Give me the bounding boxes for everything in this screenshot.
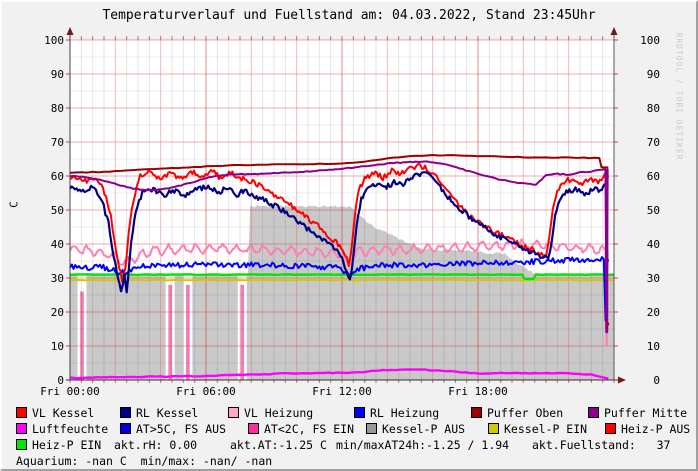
legend-stat: akt.AT:-1.25 C xyxy=(230,438,327,452)
legend-swatch xyxy=(366,423,377,434)
x-tick-label: Fri 18:00 xyxy=(448,385,508,398)
legend-swatch xyxy=(605,423,616,434)
legend-stat: min/maxAT24h:-1.25 / 1.94 xyxy=(336,438,509,452)
legend-label: Heiz-P AUS xyxy=(621,422,691,436)
legend-item: Heiz-P EIN xyxy=(16,438,101,452)
legend-swatch xyxy=(16,423,27,434)
legend-label: VL Kessel xyxy=(32,406,95,420)
legend-label: Kessel-P AUS xyxy=(382,422,466,436)
legend-label: AT>5C, FS AUS xyxy=(136,422,227,436)
y-tick-label: 100 xyxy=(640,34,660,47)
y-tick-label: 20 xyxy=(646,306,660,319)
y-tick-label: 0 xyxy=(57,374,64,387)
legend-row: Aquarium: -nan C min/max: -nan/ -nan xyxy=(2,454,696,469)
legend-label: Heiz-P EIN xyxy=(32,438,102,452)
y-tick-label: 30 xyxy=(646,272,660,285)
legend-swatch xyxy=(120,423,131,434)
legend-swatch xyxy=(471,407,482,418)
y-tick-label: 70 xyxy=(50,136,64,149)
legend-row: Heiz-P EIN akt.rH: 0.00 akt.AT:-1.25 C min/… xyxy=(2,438,696,453)
y-axis-unit-label: C xyxy=(7,201,21,208)
y-tick-label: 0 xyxy=(653,374,660,387)
legend-row: VL Kessel RL Kessel VL Heizung RL Heizung Pu… xyxy=(2,406,696,421)
legend-label: Puffer Mitte xyxy=(604,406,688,420)
legend-label: RL Heizung xyxy=(370,406,440,420)
y-tick-label: 20 xyxy=(50,306,64,319)
legend-label: akt.rH: 0.00 xyxy=(114,438,198,452)
y-tick-label: 70 xyxy=(646,136,660,149)
legend-label: Kessel-P EIN xyxy=(504,422,588,436)
legend-swatch xyxy=(16,407,27,418)
y-tick-label: 90 xyxy=(646,68,660,81)
y-tick-label: 60 xyxy=(646,170,660,183)
legend-label: akt.Fuellstand: 37 xyxy=(532,438,671,452)
y-tick-label: 30 xyxy=(50,272,64,285)
legend-item: AT>5C, FS AUS xyxy=(120,422,226,436)
legend-swatch xyxy=(120,407,131,418)
legend-label: Aquarium: -nan C min/max: -nan/ -nan xyxy=(16,454,273,468)
legend-item: Heiz-P AUS xyxy=(605,422,690,436)
legend-label: Puffer Oben xyxy=(487,406,564,420)
legend-item: Kessel-P EIN xyxy=(488,422,587,436)
legend-label: RL Kessel xyxy=(136,406,199,420)
y-tick-label: 100 xyxy=(44,34,64,47)
y-tick-label: 40 xyxy=(646,238,660,251)
legend-swatch xyxy=(228,407,239,418)
legend-swatch xyxy=(248,423,259,434)
legend-label: min/maxAT24h:-1.25 / 1.94 xyxy=(336,438,510,452)
legend-item: RL Kessel xyxy=(120,406,198,420)
legend-item: RL Heizung xyxy=(354,406,439,420)
y-tick-label: 80 xyxy=(646,102,660,115)
y-tick-label: 90 xyxy=(50,68,64,81)
legend-item: Kessel-P AUS xyxy=(366,422,465,436)
legend-swatch xyxy=(354,407,365,418)
chart-title: Temperaturverlauf und Fuellstand am: 04.… xyxy=(102,8,596,23)
legend-item: Luftfeuchte xyxy=(16,422,108,436)
rrdtool-watermark: RRDTOOL / TOBI OETIKER xyxy=(674,32,684,161)
x-tick-label: Fri 06:00 xyxy=(176,385,236,398)
y-tick-label: 80 xyxy=(50,102,64,115)
legend-item: AT<2C, FS EIN xyxy=(248,422,354,436)
legend-label: AT<2C, FS EIN xyxy=(264,422,355,436)
chart-canvas xyxy=(66,27,626,384)
legend-swatch xyxy=(488,423,499,434)
y-tick-label: 50 xyxy=(50,204,64,217)
y-tick-label: 50 xyxy=(646,204,660,217)
legend-label: Luftfeuchte xyxy=(32,422,109,436)
y-tick-label: 40 xyxy=(50,238,64,251)
x-tick-label: Fri 12:00 xyxy=(312,385,372,398)
legend-item: VL Heizung xyxy=(228,406,313,420)
y-tick-label: 10 xyxy=(50,340,64,353)
legend-label: akt.AT:-1.25 C xyxy=(230,438,327,452)
legend-label: VL Heizung xyxy=(244,406,314,420)
legend-row: Luftfeuchte AT>5C, FS AUS AT<2C, FS EIN Kes… xyxy=(2,422,696,437)
y-tick-label: 60 xyxy=(50,170,64,183)
legend-stat: Aquarium: -nan C min/max: -nan/ -nan xyxy=(16,454,272,468)
legend-item: VL Kessel xyxy=(16,406,94,420)
x-tick-label: Fri 00:00 xyxy=(40,385,100,398)
legend-stat: akt.Fuellstand: 37 xyxy=(532,438,670,452)
legend-item: Puffer Mitte xyxy=(588,406,687,420)
legend-stat: akt.rH: 0.00 xyxy=(114,438,197,452)
legend-swatch xyxy=(588,407,599,418)
legend-swatch xyxy=(16,439,27,450)
y-tick-label: 10 xyxy=(646,340,660,353)
legend-item: Puffer Oben xyxy=(471,406,563,420)
